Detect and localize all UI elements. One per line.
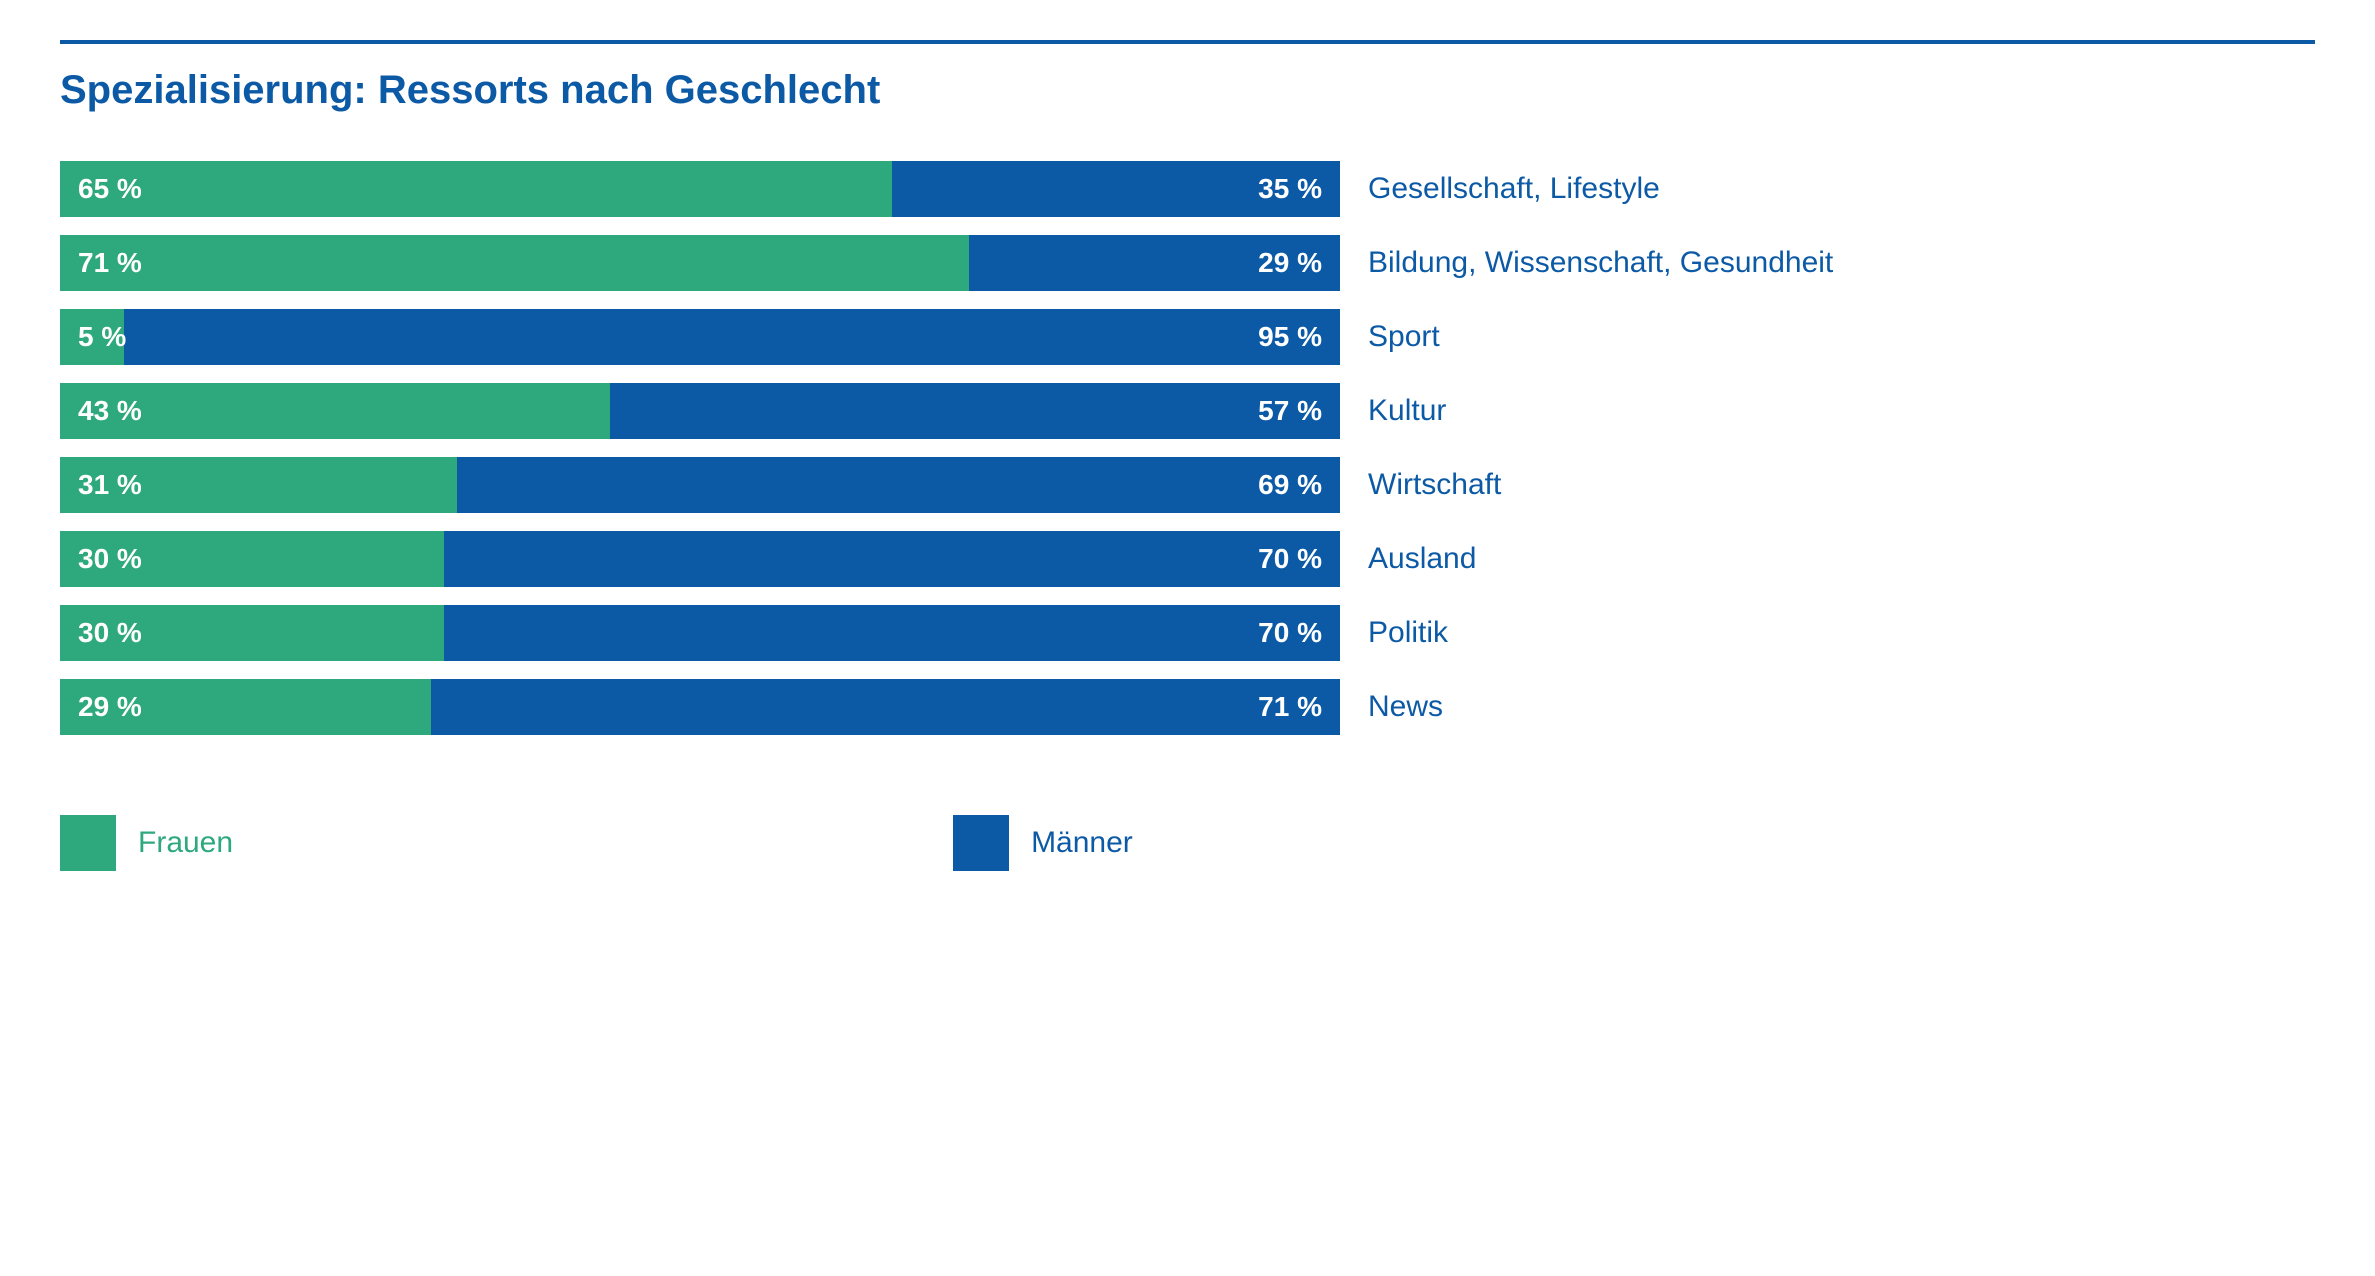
- bar-container: 65 % 35 %: [60, 161, 1340, 217]
- bar-segment-maenner: 70 %: [444, 605, 1340, 661]
- bar-segment-frauen: 30 %: [60, 531, 444, 587]
- chart-row: 43 % 57 % Kultur: [60, 383, 2315, 439]
- bar-value-maenner: 71 %: [1258, 691, 1322, 723]
- legend-item: Frauen: [60, 815, 233, 871]
- chart-row: 65 % 35 % Gesellschaft, Lifestyle: [60, 161, 2315, 217]
- chart-area: 65 % 35 % Gesellschaft, Lifestyle 71 % 29 % B…: [60, 161, 2315, 735]
- bar-segment-frauen: 29 %: [60, 679, 431, 735]
- bar-segment-maenner: 70 %: [444, 531, 1340, 587]
- bar-segment-maenner: 95 %: [124, 309, 1340, 365]
- row-label: News: [1368, 690, 1443, 724]
- bar-value-maenner: 95 %: [1258, 321, 1322, 353]
- bar-value-frauen: 30 %: [78, 543, 142, 575]
- legend-item: Männer: [953, 815, 1133, 871]
- bar-segment-maenner: 71 %: [431, 679, 1340, 735]
- legend-label: Frauen: [138, 826, 233, 860]
- bar-value-frauen: 29 %: [78, 691, 142, 723]
- legend-swatch: [953, 815, 1009, 871]
- row-label: Ausland: [1368, 542, 1476, 576]
- chart-title: Spezialisierung: Ressorts nach Geschlech…: [60, 68, 2315, 113]
- chart-row: 29 % 71 % News: [60, 679, 2315, 735]
- legend-label: Männer: [1031, 826, 1133, 860]
- bar-segment-frauen: 65 %: [60, 161, 892, 217]
- bar-segment-maenner: 69 %: [457, 457, 1340, 513]
- bar-container: 30 % 70 %: [60, 531, 1340, 587]
- chart-row: 71 % 29 % Bildung, Wissenschaft, Gesundhei…: [60, 235, 2315, 291]
- bar-value-maenner: 57 %: [1258, 395, 1322, 427]
- row-label: Sport: [1368, 320, 1440, 354]
- bar-segment-frauen: 30 %: [60, 605, 444, 661]
- bar-container: 31 % 69 %: [60, 457, 1340, 513]
- bar-value-frauen: 43 %: [78, 395, 142, 427]
- bar-container: 43 % 57 %: [60, 383, 1340, 439]
- bar-value-maenner: 70 %: [1258, 617, 1322, 649]
- legend-swatch: [60, 815, 116, 871]
- chart-row: 30 % 70 % Ausland: [60, 531, 2315, 587]
- bar-segment-maenner: 35 %: [892, 161, 1340, 217]
- bar-container: 5 % 95 %: [60, 309, 1340, 365]
- bar-segment-maenner: 57 %: [610, 383, 1340, 439]
- row-label: Politik: [1368, 616, 1448, 650]
- bar-value-frauen: 71 %: [78, 247, 142, 279]
- bar-value-maenner: 35 %: [1258, 173, 1322, 205]
- bar-segment-frauen: 5 %: [60, 309, 124, 365]
- chart-row: 5 % 95 % Sport: [60, 309, 2315, 365]
- bar-segment-frauen: 31 %: [60, 457, 457, 513]
- chart-row: 31 % 69 % Wirtschaft: [60, 457, 2315, 513]
- bar-value-maenner: 29 %: [1258, 247, 1322, 279]
- top-rule: [60, 40, 2315, 44]
- bar-container: 71 % 29 %: [60, 235, 1340, 291]
- row-label: Kultur: [1368, 394, 1446, 428]
- row-label: Gesellschaft, Lifestyle: [1368, 172, 1660, 206]
- row-label: Bildung, Wissenschaft, Gesundheit: [1368, 246, 1833, 280]
- row-label: Wirtschaft: [1368, 468, 1501, 502]
- bar-container: 30 % 70 %: [60, 605, 1340, 661]
- bar-value-maenner: 70 %: [1258, 543, 1322, 575]
- chart-row: 30 % 70 % Politik: [60, 605, 2315, 661]
- bar-value-frauen: 65 %: [78, 173, 142, 205]
- bar-segment-maenner: 29 %: [969, 235, 1340, 291]
- bar-value-frauen: 5 %: [78, 321, 126, 353]
- bar-value-frauen: 31 %: [78, 469, 142, 501]
- bar-segment-frauen: 71 %: [60, 235, 969, 291]
- bar-segment-frauen: 43 %: [60, 383, 610, 439]
- bar-value-maenner: 69 %: [1258, 469, 1322, 501]
- bar-container: 29 % 71 %: [60, 679, 1340, 735]
- legend: Frauen Männer: [60, 815, 2315, 871]
- bar-value-frauen: 30 %: [78, 617, 142, 649]
